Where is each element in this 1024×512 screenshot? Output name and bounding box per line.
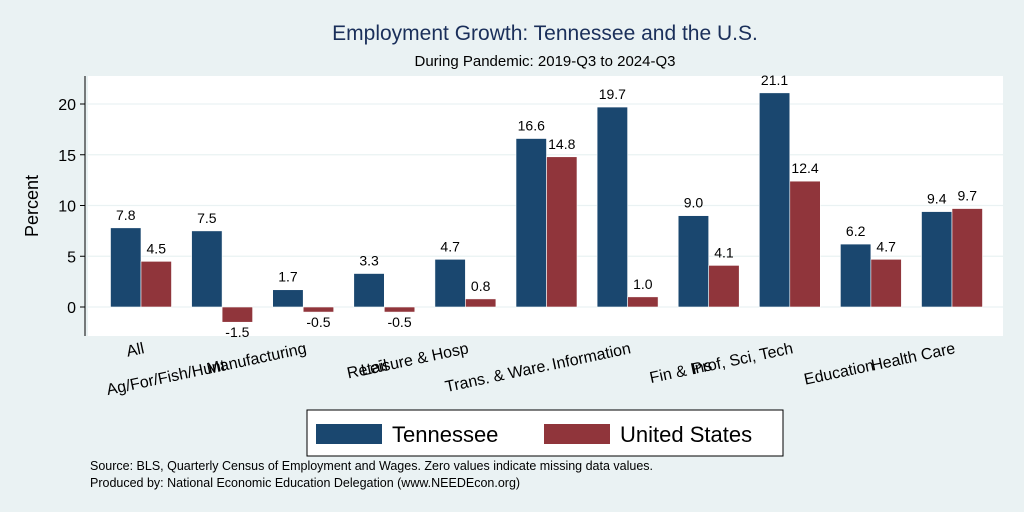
y-tick-label-20: 20 (58, 97, 76, 114)
y-tick-label-10: 10 (58, 199, 76, 216)
bar-united-states-fin-ins (708, 265, 740, 308)
data-label-tennessee-all: 7.8 (116, 207, 136, 223)
data-label-united-states-all: 4.5 (147, 240, 167, 256)
bar-united-states-health-care (951, 208, 983, 308)
data-label-united-states-retail: -0.5 (387, 314, 411, 330)
bar-tennessee-education (840, 243, 872, 308)
bar-tennessee-leisure-hosp (434, 258, 466, 308)
legend-swatch-tennessee (316, 424, 382, 444)
y-tick-label-15: 15 (58, 148, 76, 165)
bar-united-states-all (140, 261, 172, 308)
y-axis-label: Percent (22, 175, 42, 237)
bar-united-states-manufacturing (302, 306, 335, 313)
bar-united-states-information (627, 296, 659, 308)
x-tick-label-health-care: Health Care (870, 340, 957, 374)
chart-subtitle: During Pandemic: 2019-Q3 to 2024-Q3 (415, 53, 676, 70)
bar-united-states-leisure-hosp (465, 298, 497, 308)
bar-united-states-retail (383, 306, 416, 313)
bar-tennessee-fin-ins (677, 215, 710, 308)
bars (110, 92, 983, 323)
legend-label-united-states: United States (620, 422, 752, 447)
data-label-tennessee-trans-ware: 16.6 (518, 118, 545, 134)
bar-united-states-education (870, 258, 902, 308)
bar-united-states-ag-for-fish-hunt (221, 306, 253, 323)
x-tick-label-information: Information (551, 340, 633, 373)
data-labels: 7.8 4.5 7.5 -1.5 1.7 -0.5 3.3 -0.5 4.7 0.8 16.614.… (116, 72, 977, 340)
data-label-tennessee-manufacturing: 1.7 (278, 269, 298, 285)
data-label-tennessee-ag-for-fish-hunt: 7.5 (197, 210, 217, 226)
x-tick-label-prof-sci-tech: Prof, Sci, Tech (690, 340, 794, 378)
bar-tennessee-health-care (921, 211, 953, 308)
y-tick-label-5: 5 (67, 249, 76, 266)
legend: Tennessee United States (306, 409, 784, 457)
data-label-united-states-information: 1.0 (633, 276, 653, 292)
data-label-united-states-education: 4.7 (876, 238, 896, 254)
bar-tennessee-all (110, 227, 142, 308)
data-label-tennessee-education: 6.2 (846, 223, 866, 239)
bar-tennessee-prof-sci-tech (758, 92, 791, 308)
x-tick-label-trans-ware: Trans. & Ware. (444, 357, 552, 396)
data-label-united-states-ag-for-fish-hunt: -1.5 (225, 324, 249, 340)
bar-tennessee-information (596, 106, 628, 308)
legend-swatch-united-states (544, 424, 610, 444)
data-label-tennessee-prof-sci-tech: 21.1 (761, 72, 788, 88)
y-axis: 0 5 10 15 20 (58, 76, 86, 336)
data-label-tennessee-leisure-hosp: 4.7 (440, 238, 460, 254)
producer-note: Produced by: National Economic Education… (90, 476, 520, 490)
data-label-united-states-health-care: 9.7 (958, 188, 978, 204)
bar-tennessee-trans-ware (515, 138, 547, 308)
chart-title: Employment Growth: Tennessee and the U.S… (332, 22, 758, 45)
data-label-tennessee-information: 19.7 (599, 86, 626, 102)
bar-tennessee-retail (353, 273, 385, 308)
data-label-united-states-manufacturing: -0.5 (306, 314, 330, 330)
y-tick-label-0: 0 (67, 300, 76, 317)
data-label-united-states-fin-ins: 4.1 (714, 244, 734, 260)
data-label-united-states-leisure-hosp: 0.8 (471, 278, 491, 294)
data-label-united-states-trans-ware: 14.8 (548, 136, 575, 152)
data-label-tennessee-fin-ins: 9.0 (684, 195, 704, 211)
bar-tennessee-ag-for-fish-hunt (191, 230, 223, 308)
x-tick-label-all: All (125, 340, 146, 360)
x-tick-label-manufacturing: Manufacturing (205, 340, 308, 378)
data-label-tennessee-retail: 3.3 (359, 253, 379, 269)
data-label-united-states-prof-sci-tech: 12.4 (791, 160, 818, 176)
bar-tennessee-manufacturing (272, 289, 304, 308)
x-tick-label-leisure-hosp: Leisure & Hosp (360, 340, 471, 379)
x-tick-label-education: Education (803, 357, 876, 388)
legend-label-tennessee: Tennessee (392, 422, 498, 447)
bar-united-states-trans-ware (546, 156, 578, 308)
data-label-tennessee-health-care: 9.4 (927, 191, 947, 207)
bar-united-states-prof-sci-tech (789, 180, 821, 308)
source-note: Source: BLS, Quarterly Census of Employm… (90, 459, 653, 473)
